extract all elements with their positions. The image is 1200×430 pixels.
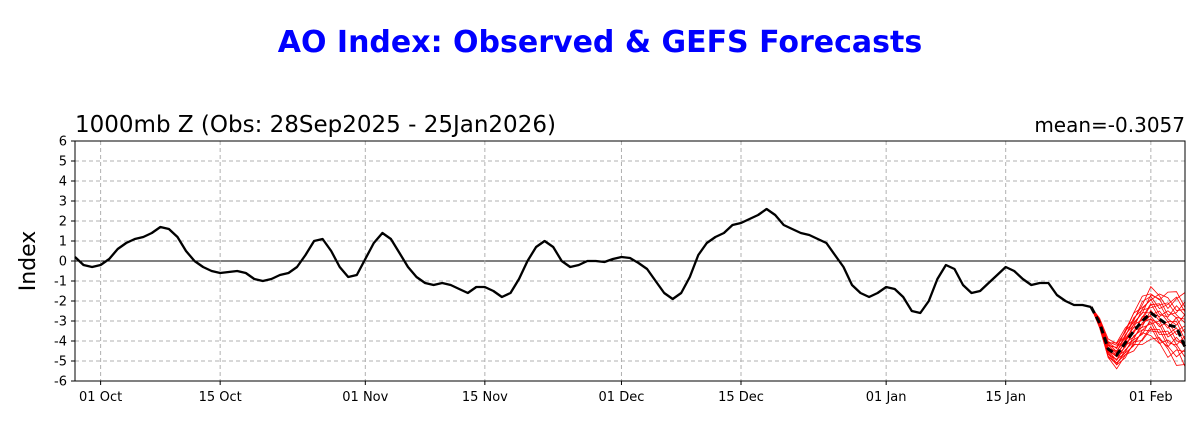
- y-tick-label: 0: [59, 255, 67, 270]
- ensemble-member-line: [1090, 291, 1186, 345]
- chart-subtitle-right: mean=-0.3057: [1034, 113, 1185, 137]
- x-tick-label: 15 Dec: [718, 390, 764, 405]
- ensemble-member-line: [1090, 306, 1186, 356]
- observed-line: [74, 207, 1092, 315]
- ensemble-member-line: [1090, 285, 1186, 344]
- y-tick-label: 4: [59, 175, 67, 190]
- x-tick-label: 01 Oct: [79, 390, 122, 405]
- y-tick-label: -4: [54, 335, 67, 350]
- x-tick-label: 01 Nov: [342, 390, 388, 405]
- y-tick-label: -6: [54, 375, 67, 390]
- y-tick-label: 5: [59, 155, 67, 170]
- grid-layer: [75, 141, 1185, 381]
- ensemble-mean-line: [1089, 306, 1187, 358]
- y-axis-label: Index: [16, 231, 41, 292]
- y-tick-label: -2: [54, 295, 67, 310]
- x-tick-label: 01 Jan: [866, 390, 907, 405]
- x-tick-label: 15 Nov: [462, 390, 508, 405]
- tick-layer: -6 -5 -4 -3 -2 -1 0 1 2 3 4 5 6 01 Oct 15 Oct 01 Nov 15 …: [54, 135, 1173, 406]
- chart-title: AO Index: Observed & GEFS Forecasts: [278, 25, 922, 60]
- y-tick-label: 1: [59, 235, 67, 250]
- x-tick-label: 15 Jan: [985, 390, 1026, 405]
- x-tick-label: 01 Feb: [1129, 390, 1173, 405]
- chart-subtitle-left: 1000mb Z (Obs: 28Sep2025 - 25Jan2026): [75, 112, 556, 138]
- ensemble-member-line: [1090, 306, 1186, 366]
- y-tick-label: 2: [59, 215, 67, 230]
- x-tick-label: 15 Oct: [199, 390, 242, 405]
- series-layer: [74, 207, 1187, 370]
- x-tick-label: 01 Dec: [599, 390, 645, 405]
- y-tick-label: -1: [54, 275, 67, 290]
- y-tick-label: 6: [59, 135, 67, 150]
- y-tick-label: -5: [54, 355, 67, 370]
- y-tick-label: -3: [54, 315, 67, 330]
- plot-frame: [74, 140, 1186, 382]
- y-tick-label: 3: [59, 195, 67, 210]
